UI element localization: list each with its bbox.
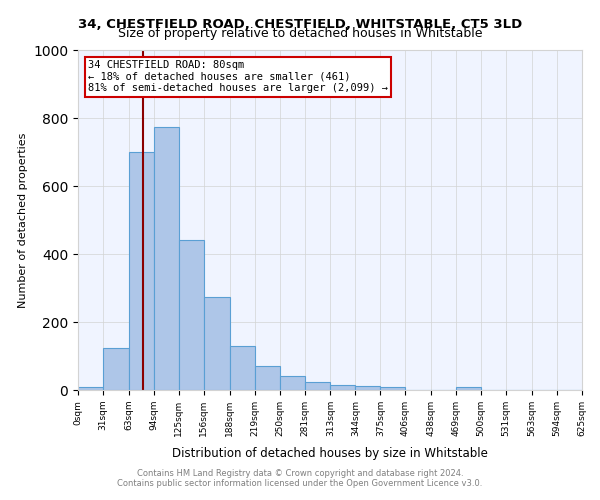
Bar <box>380 386 406 390</box>
Bar <box>204 296 230 390</box>
Text: 34, CHESTFIELD ROAD, CHESTFIELD, WHITSTABLE, CT5 3LD: 34, CHESTFIELD ROAD, CHESTFIELD, WHITSTA… <box>78 18 522 30</box>
Bar <box>331 385 355 390</box>
Bar <box>254 366 280 390</box>
Bar <box>456 386 481 390</box>
X-axis label: Distribution of detached houses by size in Whitstable: Distribution of detached houses by size … <box>172 447 488 460</box>
Bar <box>280 376 305 390</box>
Bar <box>355 386 380 390</box>
Bar <box>179 240 204 390</box>
Bar <box>154 126 179 390</box>
Bar <box>230 346 254 390</box>
Y-axis label: Number of detached properties: Number of detached properties <box>17 132 28 308</box>
Text: 34 CHESTFIELD ROAD: 80sqm
← 18% of detached houses are smaller (461)
81% of semi: 34 CHESTFIELD ROAD: 80sqm ← 18% of detac… <box>88 60 388 94</box>
Bar <box>305 382 331 390</box>
Text: Size of property relative to detached houses in Whitstable: Size of property relative to detached ho… <box>118 28 482 40</box>
Bar <box>78 386 103 390</box>
Bar <box>103 348 129 390</box>
Text: Contains public sector information licensed under the Open Government Licence v3: Contains public sector information licen… <box>118 478 482 488</box>
Text: Contains HM Land Registry data © Crown copyright and database right 2024.: Contains HM Land Registry data © Crown c… <box>137 468 463 477</box>
Bar <box>129 152 154 390</box>
